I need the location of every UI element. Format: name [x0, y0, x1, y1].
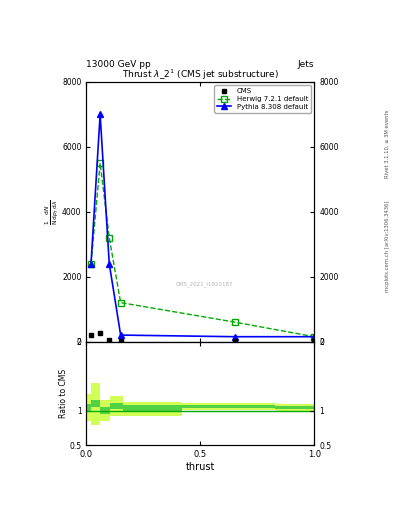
Bar: [110, 402, 123, 410]
CMS: [89, 332, 94, 338]
Bar: [86, 404, 91, 411]
Herwig 7.2.1 default: [312, 334, 317, 340]
CMS: [98, 330, 103, 336]
Bar: [123, 402, 182, 416]
Pythia 8.308 default: [89, 261, 94, 267]
Title: Thrust $\lambda\_2^1$ (CMS jet substructure): Thrust $\lambda\_2^1$ (CMS jet substruct…: [122, 68, 279, 82]
Pythia 8.308 default: [98, 111, 103, 117]
Bar: [123, 406, 182, 412]
Text: Jets: Jets: [298, 60, 314, 69]
Line: Pythia 8.308 default: Pythia 8.308 default: [88, 112, 317, 339]
CMS: [232, 338, 237, 345]
Herwig 7.2.1 default: [89, 261, 94, 267]
Legend: CMS, Herwig 7.2.1 default, Pythia 8.308 default: CMS, Herwig 7.2.1 default, Pythia 8.308 …: [215, 86, 311, 113]
Herwig 7.2.1 default: [118, 300, 123, 306]
CMS: [118, 338, 123, 345]
X-axis label: thrust: thrust: [186, 462, 215, 472]
Bar: [275, 406, 314, 409]
Y-axis label: Ratio to CMS: Ratio to CMS: [59, 369, 68, 418]
Herwig 7.2.1 default: [107, 234, 112, 241]
Herwig 7.2.1 default: [98, 160, 103, 166]
Pythia 8.308 default: [312, 334, 317, 340]
Text: mcplots.cern.ch [arXiv:1306.3436]: mcplots.cern.ch [arXiv:1306.3436]: [385, 200, 389, 291]
Bar: [275, 404, 314, 411]
CMS: [312, 338, 317, 345]
Bar: [100, 408, 110, 414]
Pythia 8.308 default: [232, 334, 237, 340]
Bar: [100, 400, 110, 421]
Text: 13000 GeV pp: 13000 GeV pp: [86, 60, 151, 69]
Text: Rivet 3.1.10, ≥ 3M events: Rivet 3.1.10, ≥ 3M events: [385, 109, 389, 178]
Bar: [91, 400, 100, 408]
Text: CMS_2021_I1920187: CMS_2021_I1920187: [176, 282, 234, 287]
Pythia 8.308 default: [118, 332, 123, 338]
Line: CMS: CMS: [88, 331, 317, 344]
Line: Herwig 7.2.1 default: Herwig 7.2.1 default: [88, 160, 317, 339]
Bar: [182, 406, 275, 408]
Y-axis label: $\frac{1}{\mathrm{N}}\frac{\mathrm{d}N}{\mathrm{d}p_T\,\mathrm{d}\lambda}$: $\frac{1}{\mathrm{N}}\frac{\mathrm{d}N}{…: [44, 199, 61, 225]
Bar: [86, 394, 91, 421]
CMS: [107, 337, 112, 343]
Herwig 7.2.1 default: [232, 319, 237, 325]
Bar: [182, 403, 275, 410]
Bar: [91, 383, 100, 424]
Pythia 8.308 default: [107, 261, 112, 267]
Bar: [110, 396, 123, 416]
